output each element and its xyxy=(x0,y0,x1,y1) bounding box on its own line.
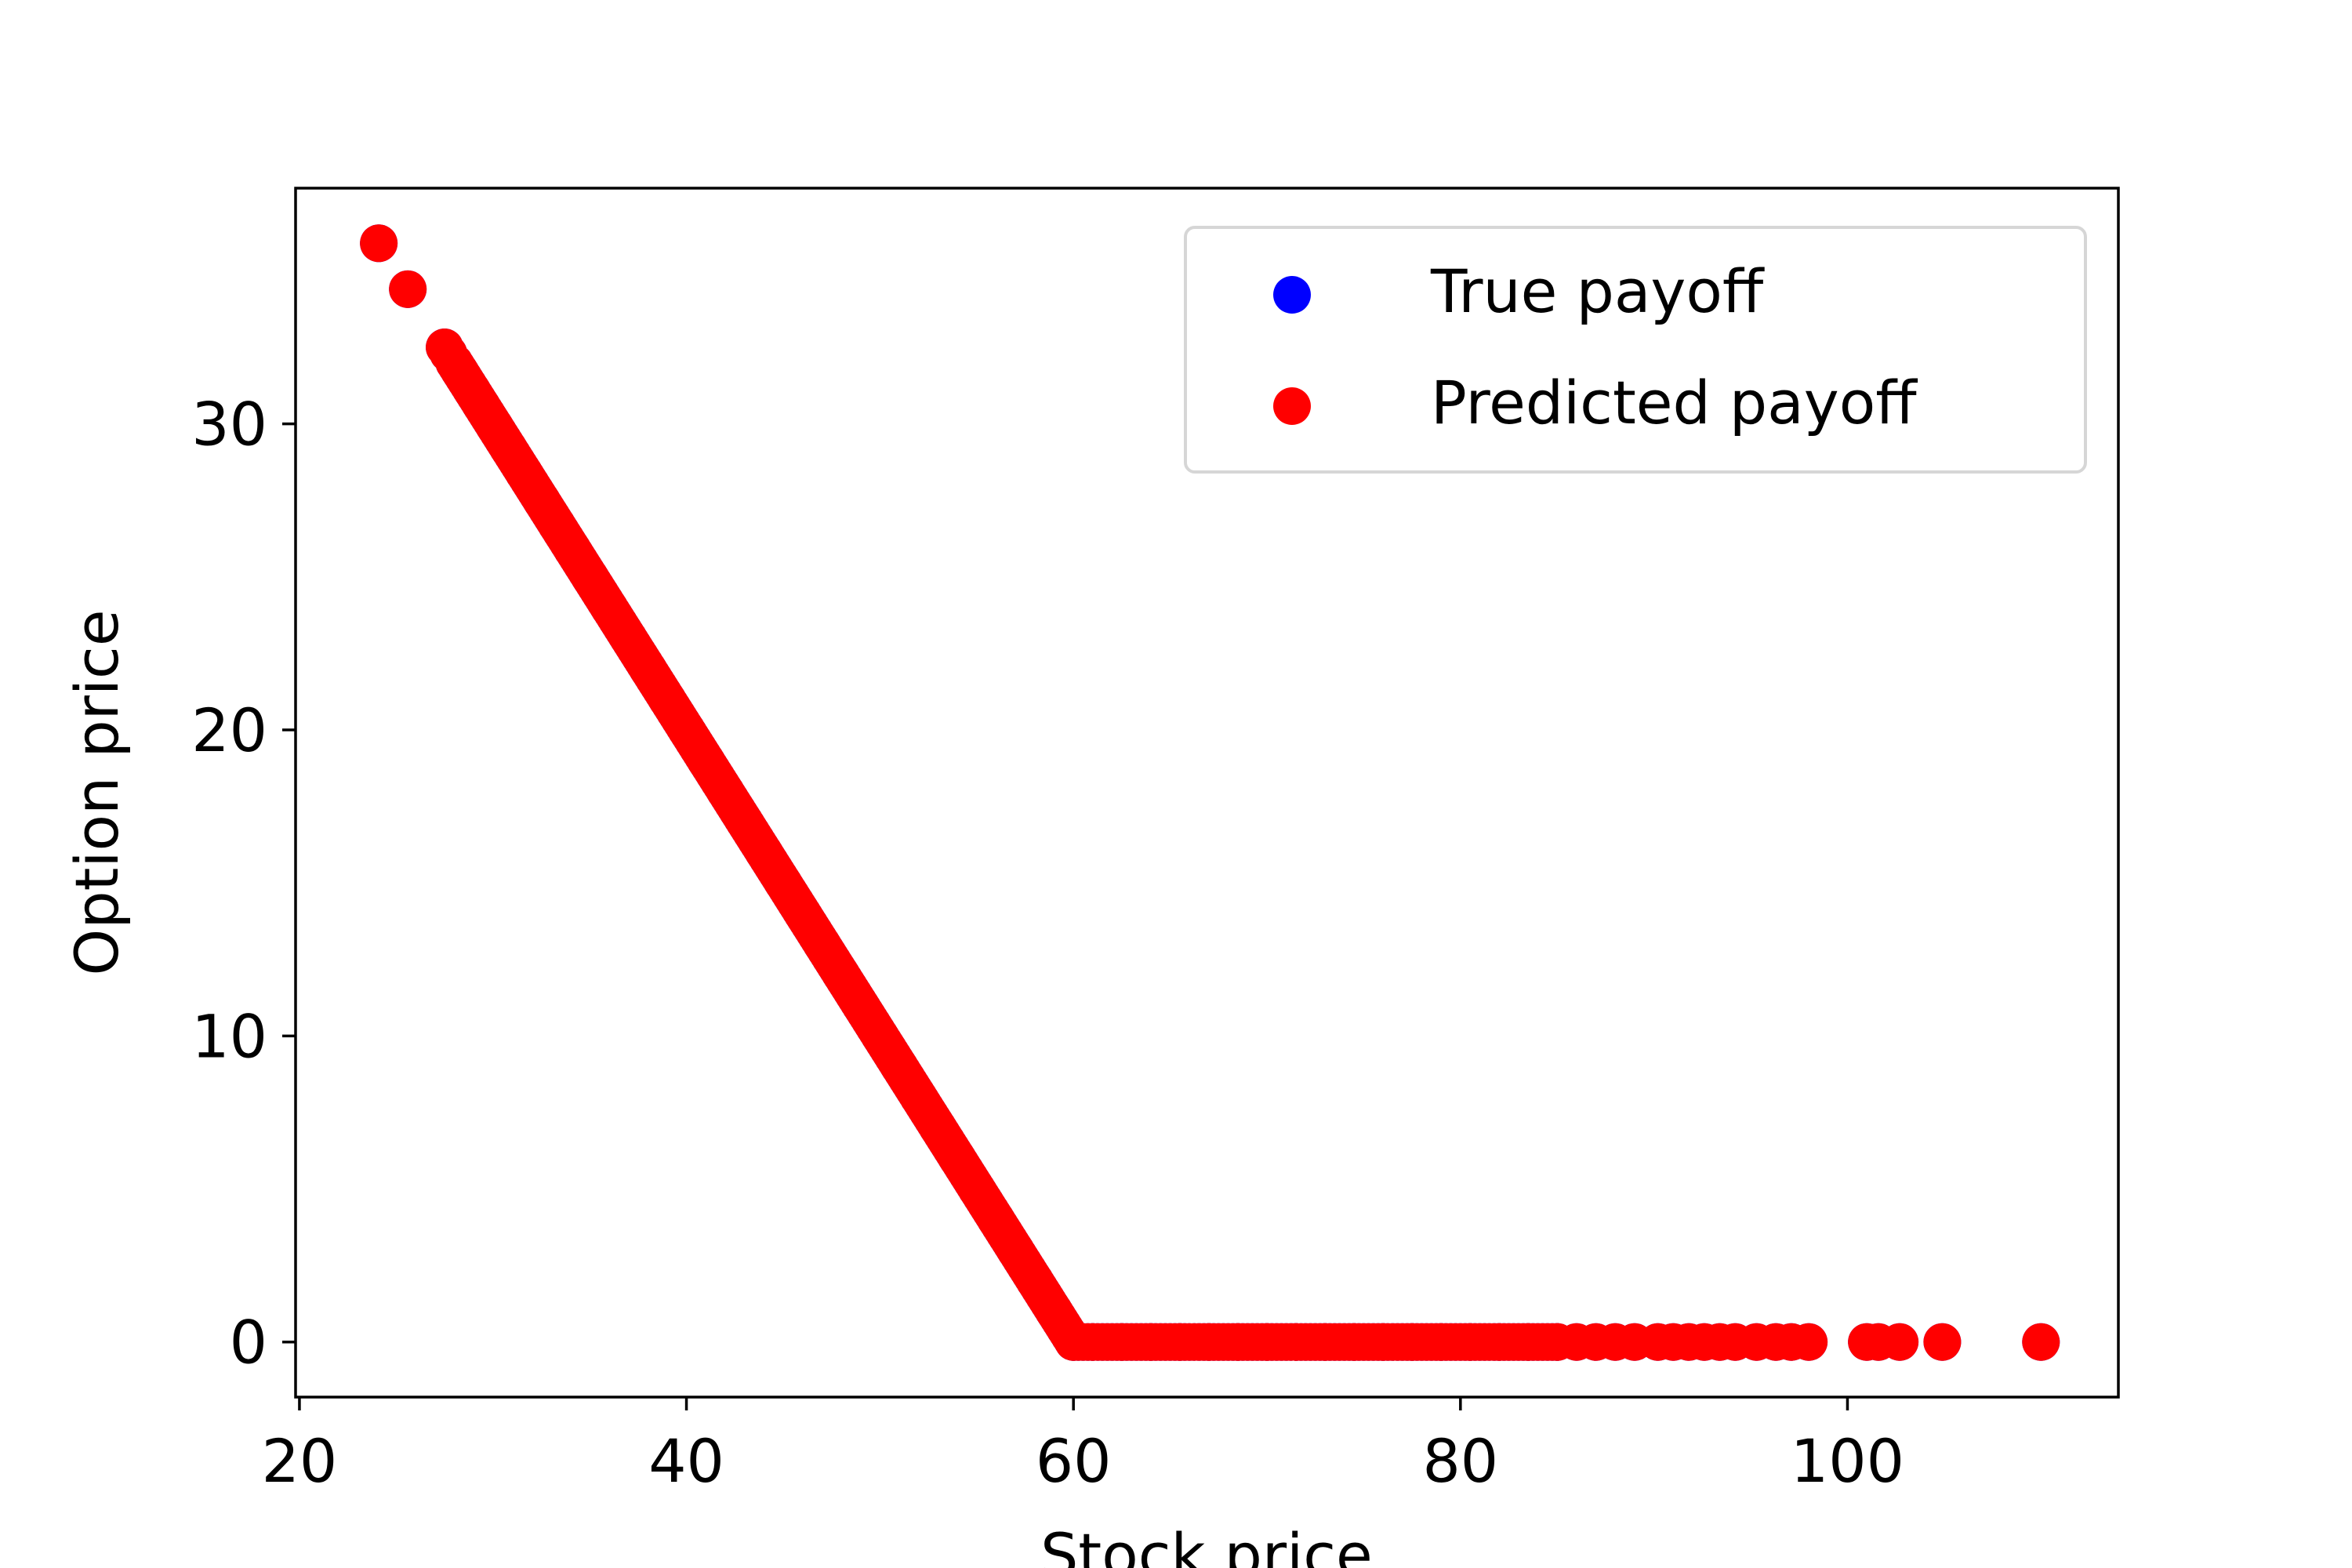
scatter-point xyxy=(977,1200,1015,1239)
scatter-point xyxy=(1035,1292,1073,1330)
scatter-point xyxy=(389,270,427,308)
y-tick-label: 0 xyxy=(230,1308,267,1377)
x-tick-label: 80 xyxy=(1422,1426,1498,1496)
x-tick-label: 40 xyxy=(648,1426,724,1496)
legend: True payoff Predicted payoff xyxy=(1184,226,2087,474)
scatter-point xyxy=(1189,1323,1228,1361)
scatter-point xyxy=(919,1109,957,1147)
scatter-point xyxy=(1790,1323,1828,1361)
scatter-point xyxy=(899,1078,938,1116)
x-tick-label: 60 xyxy=(1036,1426,1112,1496)
scatter-point xyxy=(1306,1323,1345,1361)
scatter-point xyxy=(505,454,543,492)
scatter-point xyxy=(803,925,841,964)
scatter-point xyxy=(938,1139,977,1178)
scatter-point xyxy=(590,588,628,626)
scatter-point xyxy=(1073,1323,1112,1361)
y-axis: 0 10 20 30 xyxy=(191,390,296,1377)
scatter-point xyxy=(1393,1323,1432,1361)
y-tick-label: 10 xyxy=(191,1001,267,1071)
y-axis-label: Option price xyxy=(62,610,132,976)
plot-frame xyxy=(294,187,2120,1399)
scatter-point xyxy=(1923,1323,1962,1361)
scatter-point xyxy=(745,833,783,872)
scatter-point xyxy=(360,224,398,263)
scatter-point xyxy=(861,1017,899,1055)
y-tick-label: 20 xyxy=(191,695,267,765)
scatter-point xyxy=(629,649,667,688)
x-tick-label: 20 xyxy=(262,1426,338,1496)
scatter-point xyxy=(957,1170,996,1208)
scatter-point xyxy=(1335,1323,1374,1361)
scatter-point xyxy=(571,557,609,596)
legend-box xyxy=(1184,226,2087,474)
data-markers xyxy=(360,224,2060,1361)
scatter-point xyxy=(1480,1323,1519,1361)
scatter-point xyxy=(687,742,725,780)
scatter-point xyxy=(1131,1323,1170,1361)
scatter-point xyxy=(725,803,764,841)
scatter-point xyxy=(1015,1261,1054,1300)
scatter-point xyxy=(1248,1323,1287,1361)
legend-label-true-payoff: True payoff xyxy=(1430,256,1765,326)
scatter-point xyxy=(783,895,822,933)
scatter-point xyxy=(667,710,706,749)
scatter-point xyxy=(1364,1323,1403,1361)
scatter-point xyxy=(880,1047,919,1086)
scatter-point xyxy=(1881,1323,1919,1361)
scatter-point xyxy=(996,1231,1035,1269)
scatter-point xyxy=(706,772,744,811)
x-tick-label: 100 xyxy=(1791,1426,1904,1496)
legend-marker-true-payoff xyxy=(1273,276,1311,314)
scatter-point xyxy=(822,956,861,994)
scatter-point xyxy=(1102,1323,1141,1361)
scatter-point xyxy=(1422,1323,1461,1361)
legend-label-predicted-payoff: Predicted payoff xyxy=(1431,368,1918,437)
scatter-point xyxy=(1160,1323,1199,1361)
y-tick-label: 30 xyxy=(191,390,267,459)
scatter-point xyxy=(1218,1323,1257,1361)
scatter-point xyxy=(1277,1323,1316,1361)
scatter-point xyxy=(841,986,880,1025)
scatter-point xyxy=(1451,1323,1490,1361)
series-predicted-payoff xyxy=(360,224,2060,1361)
scatter-point xyxy=(1509,1323,1548,1361)
scatter-point xyxy=(2022,1323,2060,1361)
scatter-point xyxy=(553,530,591,568)
x-axis: 20 40 60 80 100 xyxy=(262,1397,1904,1496)
scatter-point xyxy=(764,864,802,902)
scatter-point xyxy=(648,680,686,718)
x-axis-label: Stock price xyxy=(1040,1520,1373,1568)
scatter-point xyxy=(609,619,648,657)
legend-marker-predicted-payoff xyxy=(1273,387,1311,425)
